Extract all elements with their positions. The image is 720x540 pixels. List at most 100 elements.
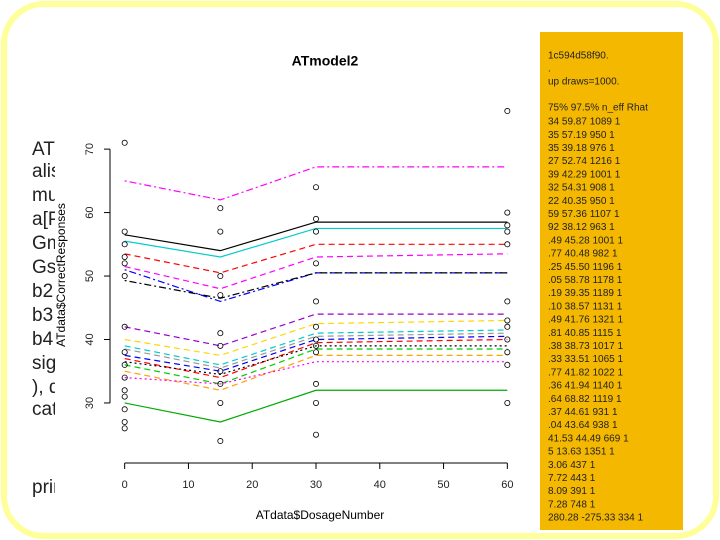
console-line: 280.28 -275.33 334 1 [548,513,644,524]
console-line: 41.53 44.49 669 1 [548,433,629,444]
data-point [121,139,128,146]
series-line [124,338,508,379]
slide-text: ), d [32,377,59,398]
data-point [121,228,128,235]
data-point [312,184,319,191]
slide-text: Gs [32,257,56,278]
series-line [124,389,508,423]
y-tick-label: 30 [84,397,96,409]
series-line [124,227,508,258]
console-line: 39 42.29 1001 1 [548,169,621,180]
data-point [312,298,319,305]
data-point [504,241,511,248]
console-line: .77 40.48 982 1 [548,249,618,260]
data-point [312,228,319,235]
data-point [312,323,319,330]
console-line: 92 38.12 963 1 [548,222,615,233]
console-line: up draws=1000. [548,77,619,88]
data-point [121,323,128,330]
data-point [504,108,511,115]
slide-text: cat [32,399,58,420]
data-point [312,215,319,222]
series-line [124,272,508,299]
data-point [217,273,224,280]
x-tick-label: 50 [437,479,449,491]
slide-text: Gm [32,233,63,254]
console-line: 7.72 443 1 [548,473,596,484]
console-line: .38 38.73 1017 1 [548,341,624,352]
console-header: 75% 97.5% n_eff Rhat [548,103,648,114]
console-line: .49 45.28 1001 1 [548,235,624,246]
slide-text: b2 [32,281,53,302]
data-point [504,298,511,305]
series-line [124,166,508,201]
data-point [121,425,128,432]
data-point [121,260,128,267]
data-point [312,336,319,343]
console-line: .37 44.61 931 1 [548,407,618,418]
data-point [312,431,319,438]
console-line: 32 54.31 908 1 [548,183,615,194]
data-point [121,374,128,381]
data-point [217,292,224,299]
slide-text: ATr [32,139,61,160]
console-line: 1c594d58f90. [548,51,609,62]
console-line: 27 52.74 1216 1 [548,156,621,167]
data-point [217,368,224,375]
data-point [312,380,319,387]
data-point [504,361,511,368]
console-line: .04 43.64 938 1 [548,420,618,431]
y-tick-label: 40 [84,333,96,345]
data-point [504,336,511,343]
data-point [312,399,319,406]
x-tick-label: 40 [374,479,386,491]
console-line: 35 57.19 950 1 [548,130,615,141]
series-line [124,348,508,385]
y-tick-label: 70 [84,143,96,155]
data-point [121,361,128,368]
series-line [124,221,508,252]
output-panel [540,32,683,530]
data-point [121,253,128,260]
data-point [217,330,224,337]
console-line: .19 39.35 1189 1 [548,288,623,299]
data-point [217,438,224,445]
series-line [124,335,508,372]
x-tick-label: 30 [310,479,322,491]
series-line [124,329,508,366]
data-point [504,317,511,324]
data-point [504,228,511,235]
series-line [124,253,508,290]
console-line: .33 33.51 1065 1 [548,354,624,365]
console-line: .25 45.50 1196 1 [548,262,623,273]
data-point [504,323,511,330]
x-tick-label: 60 [501,479,513,491]
console-line: 8.09 391 1 [548,486,596,497]
data-point [312,342,319,349]
x-tick-label: 10 [182,479,194,491]
data-point [217,342,224,349]
console-line: 5 13.63 1351 1 [548,447,615,458]
data-point [121,349,128,356]
slide-text: b4 [32,329,54,350]
console-line: .77 41.82 1022 1 [548,367,624,378]
data-point [121,273,128,280]
data-point [121,406,128,413]
console-line: 59 57.36 1107 1 [548,209,620,220]
data-point [121,387,128,394]
data-point [217,399,224,406]
console-line: 35 39.18 976 1 [548,143,615,154]
x-tick-label: 0 [122,479,128,491]
data-point [312,260,319,267]
data-point [312,349,319,356]
series-line [124,243,508,274]
data-point [504,209,511,216]
chart-title: ATmodel2 [292,53,359,69]
console-line: .36 41.94 1140 1 [548,381,623,392]
data-point [217,205,224,212]
data-point [217,380,224,387]
console-line: 22 40.35 950 1 [548,196,615,207]
data-point [121,241,128,248]
slide-text: a[P [32,209,61,230]
